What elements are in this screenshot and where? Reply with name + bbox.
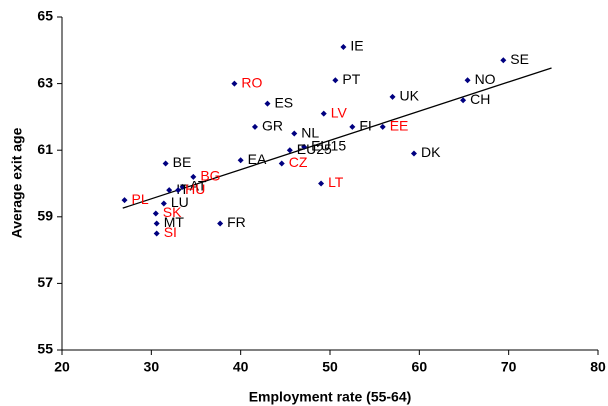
point-label: GR <box>262 118 283 134</box>
point <box>121 197 128 204</box>
point-label: AT <box>190 178 207 194</box>
point-label: HU <box>185 181 205 197</box>
point <box>166 187 173 194</box>
point <box>190 173 197 180</box>
point <box>175 187 182 194</box>
point-label: DK <box>421 144 441 160</box>
point-label: EA <box>248 151 267 167</box>
point-label: CH <box>470 91 490 107</box>
point-label: BG <box>200 168 220 184</box>
point-label: IE <box>350 38 363 54</box>
point <box>460 97 467 104</box>
point <box>410 150 417 157</box>
point-label: CZ <box>289 154 308 170</box>
point-label: PT <box>342 71 360 87</box>
point-label: NO <box>475 71 496 87</box>
point-label: RO <box>241 74 262 90</box>
y-axis-title: Average exit age <box>9 127 25 238</box>
point <box>278 160 285 167</box>
point <box>340 43 347 50</box>
point-label: UK <box>400 88 420 104</box>
point <box>389 93 396 100</box>
x-tick-label: 30 <box>144 359 160 375</box>
point <box>231 80 238 87</box>
point <box>162 160 169 167</box>
point-label: SK <box>163 204 182 220</box>
point-label: EU25 <box>297 141 332 157</box>
point-label: NL <box>301 124 319 140</box>
point <box>153 230 160 237</box>
point <box>152 210 159 217</box>
point-label: MT <box>164 214 185 230</box>
point-label: SE <box>510 51 529 67</box>
trendline <box>122 67 552 209</box>
point <box>179 183 186 190</box>
point <box>291 130 298 137</box>
point <box>500 57 507 64</box>
point-label: LT <box>328 174 344 190</box>
point-label: SI <box>164 224 177 240</box>
x-tick-label: 40 <box>233 359 249 375</box>
point <box>379 123 386 130</box>
point-label: FI <box>359 118 371 134</box>
point <box>464 77 471 84</box>
y-tick-label: 61 <box>37 141 53 157</box>
x-tick-label: 50 <box>322 359 338 375</box>
point-label: PL <box>132 191 149 207</box>
point <box>320 110 327 117</box>
point-label: BE <box>173 154 192 170</box>
point <box>217 220 224 227</box>
point <box>237 157 244 164</box>
point <box>251 123 258 130</box>
point <box>160 200 167 207</box>
x-tick-label: 70 <box>501 359 517 375</box>
point <box>332 77 339 84</box>
point-label: IT <box>176 181 189 197</box>
y-tick-label: 59 <box>37 208 53 224</box>
x-axis-title: Employment rate (55-64) <box>249 389 412 405</box>
y-tick-label: 65 <box>37 8 53 24</box>
y-tick-label: 63 <box>37 74 53 90</box>
point-label: LV <box>331 104 348 120</box>
x-tick-label: 60 <box>412 359 428 375</box>
point <box>318 180 325 187</box>
point-label: FR <box>227 214 246 230</box>
y-tick-label: 57 <box>37 274 53 290</box>
point <box>286 147 293 154</box>
point-label: ES <box>274 94 293 110</box>
point <box>264 100 271 107</box>
point <box>349 123 356 130</box>
point-label: EU15 <box>311 138 346 154</box>
point <box>153 220 160 227</box>
point-label: EE <box>390 118 409 134</box>
x-tick-label: 80 <box>590 359 606 375</box>
x-tick-label: 20 <box>54 359 70 375</box>
point-label: LU <box>171 194 189 210</box>
y-tick-label: 55 <box>37 341 53 357</box>
point <box>301 143 308 150</box>
